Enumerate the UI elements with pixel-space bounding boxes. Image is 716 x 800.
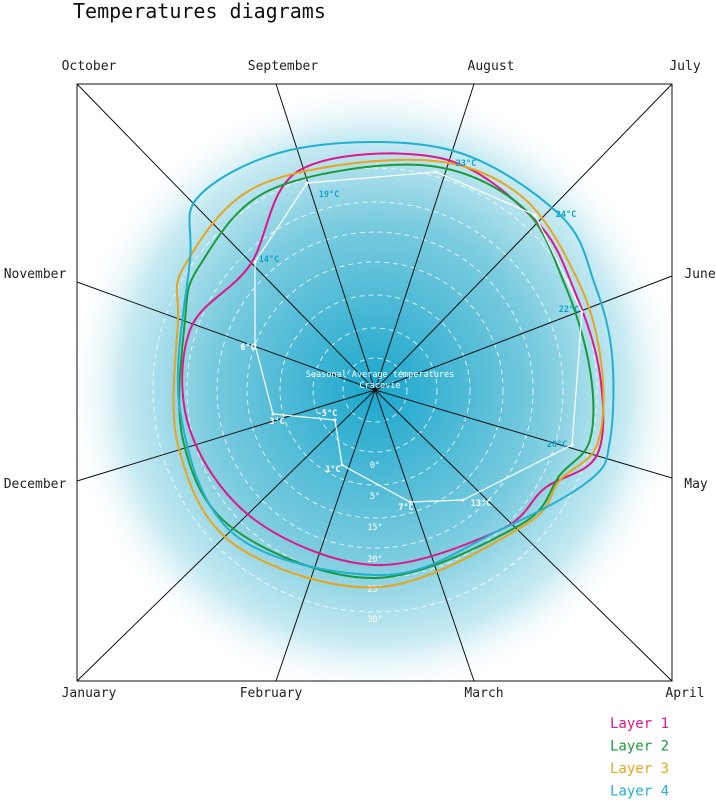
temperature-point [333,418,337,422]
ring-gridline [279,294,471,486]
temperature-point [340,463,344,467]
month-label: June [684,267,715,282]
temperature-label: 23°C [456,159,476,169]
month-spoke [374,389,673,682]
month-label: July [669,59,700,74]
month-spoke [374,275,673,391]
month-label: September [248,59,319,74]
chart-frame [76,83,673,682]
month-label: November [4,267,67,282]
ring-label: 15° [367,523,382,533]
center-label-line2: Cracovie [360,381,401,391]
ring-label: 20° [367,555,382,565]
temperature-point [461,498,465,502]
temperature-label: 20°C [547,440,567,450]
series-curve [178,163,595,580]
month-spoke [275,389,376,682]
month-label: December [4,477,67,492]
ring-label: 0° [370,461,380,471]
legend-entry: Layer 1 [610,716,669,732]
ring-label: 30° [367,615,382,625]
temperature-label: 6°C [240,343,255,353]
temperature-label: 19°C [319,190,339,200]
temperature-point [434,170,438,174]
month-spoke [374,389,475,682]
temperature-point [253,343,257,347]
month-spoke [76,83,376,391]
month-label: August [468,59,515,74]
month-label: May [684,477,708,492]
temperature-point [253,260,257,264]
month-label: October [62,59,117,74]
month-spoke [374,83,673,391]
month-label: January [62,686,117,701]
month-label: April [665,686,704,701]
temperature-label: -5°C [317,409,337,419]
temperature-point [271,412,275,416]
temperature-point [570,443,574,447]
month-spoke [374,389,673,479]
month-spoke [76,389,376,482]
series-curves [172,141,615,589]
legend-entry: Layer 2 [610,739,669,755]
center-label-line1: Seasonal Average temperatures [306,370,454,380]
temperature-label: 7°C [398,503,413,513]
ring-gridlines [152,167,598,613]
temperature-polyline [253,170,584,504]
month-spokes [76,83,673,682]
ring-gridline [312,327,438,453]
ring-labels: 0° 5° 15° 20° 25° 30° [367,461,382,625]
legend: Layer 1 Layer 2 Layer 3 Layer 4 [610,716,669,800]
ring-gridline [186,201,564,579]
temperature-label: 24°C [556,210,576,220]
month-label: March [464,686,503,701]
temperature-label: 1°C [325,465,340,475]
month-spoke [76,281,376,391]
month-labels: April May June July August September October No… [4,59,716,701]
temperature-point [408,500,412,504]
temperature-label: 22°C [559,305,579,315]
ring-gridline [216,231,534,549]
series-curve [172,158,605,589]
series-curve [181,152,605,567]
temperature-label: 14°C [259,255,279,265]
ring-label: 5° [370,492,380,502]
series-curve [176,141,615,577]
month-spoke [275,83,376,391]
temperature-point [533,213,537,217]
month-label: February [240,686,303,701]
chart-title: Temperatures diagrams [73,0,326,23]
temperature-labels: 13°C 20°C 22°C 24°C 23°C 19°C 14°C 6°C 3°C -5°C 1°… [240,159,579,513]
ring-gridline [152,167,598,613]
temperature-label: 13°C [471,499,491,509]
temperature-point [305,181,309,185]
temperature-label: 3°C [269,417,284,427]
ring-label: 25° [367,585,382,595]
ring-gridline [246,261,504,519]
ring-gridline [342,357,408,423]
month-spoke [76,389,376,682]
legend-entry: Layer 4 [610,784,669,800]
temperature-point [580,310,584,314]
legend-entry: Layer 3 [610,761,669,777]
month-spoke [374,83,475,391]
